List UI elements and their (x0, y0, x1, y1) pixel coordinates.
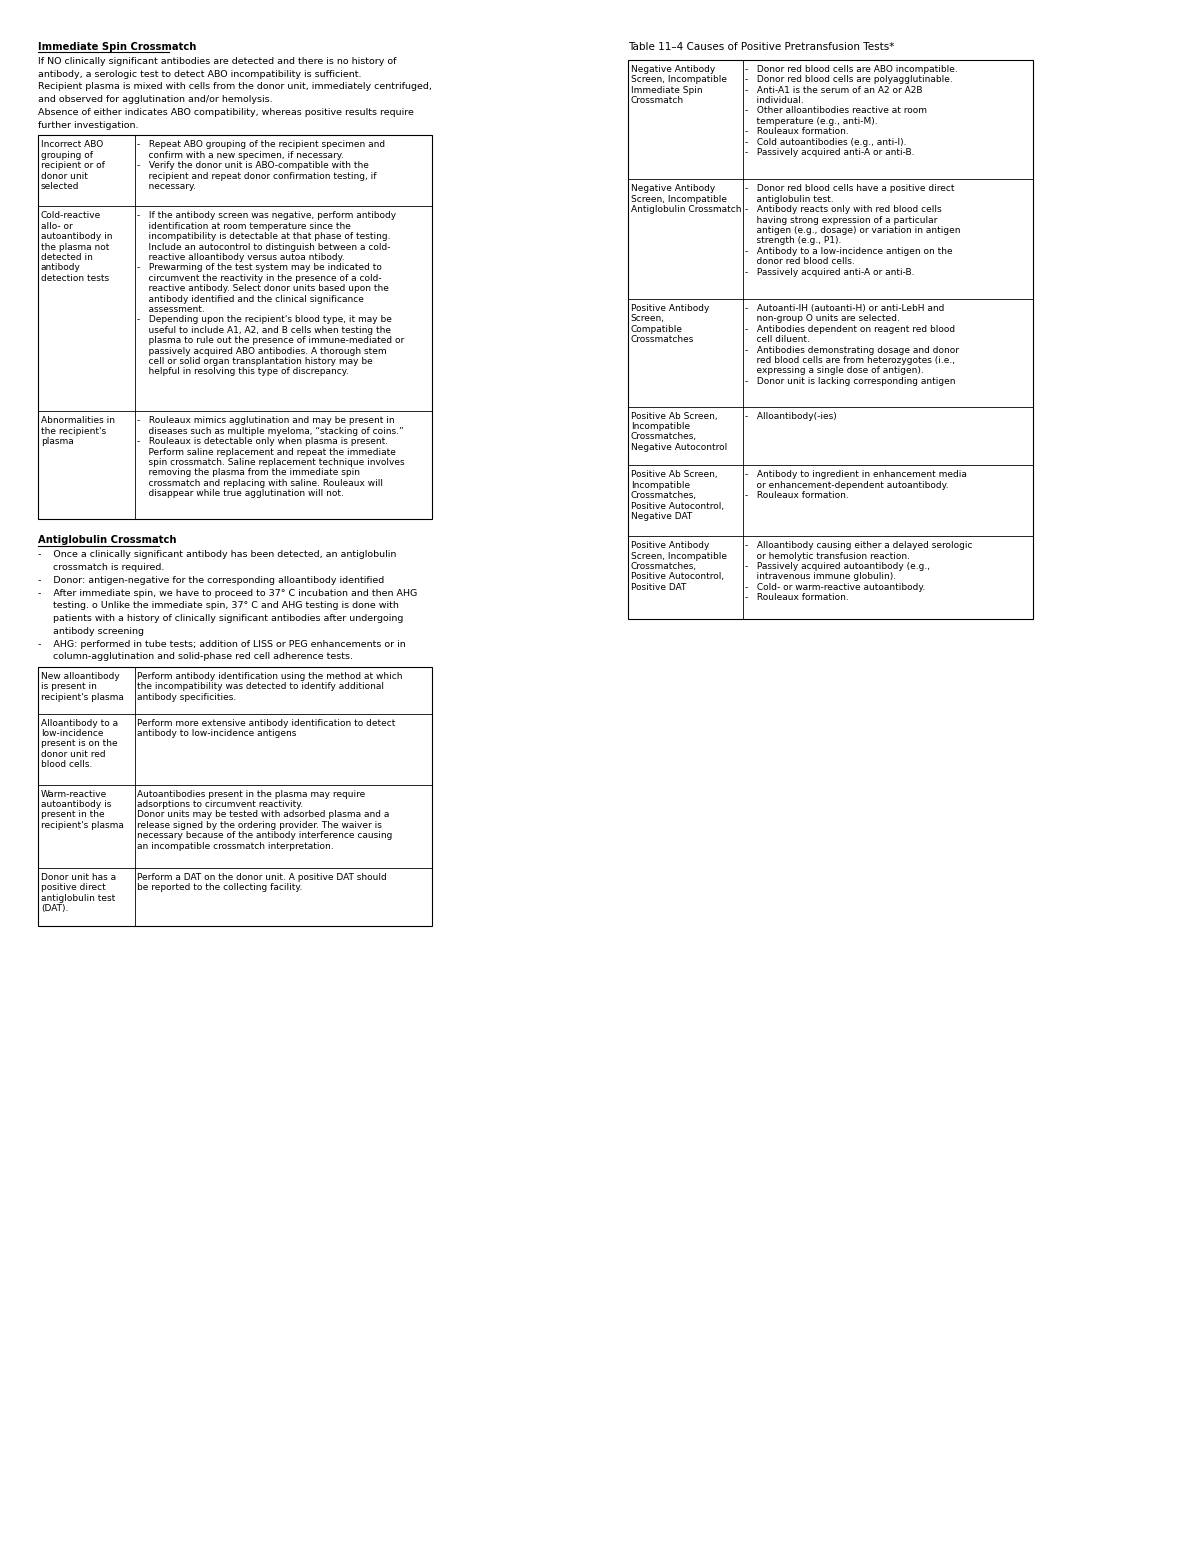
Text: -    AHG: performed in tube tests; addition of LISS or PEG enhancements or in: - AHG: performed in tube tests; addition… (38, 640, 406, 649)
Text: Donor unit has a
positive direct
antiglobulin test
(DAT).: Donor unit has a positive direct antiglo… (41, 873, 116, 913)
Text: further investigation.: further investigation. (38, 121, 138, 130)
Text: -   Repeat ABO grouping of the recipient specimen and
    confirm with a new spe: - Repeat ABO grouping of the recipient s… (138, 140, 385, 191)
Text: Positive Antibody
Screen,
Compatible
Crossmatches: Positive Antibody Screen, Compatible Cro… (631, 304, 709, 345)
Text: Warm-reactive
autoantibody is
present in the
recipient's plasma: Warm-reactive autoantibody is present in… (41, 789, 124, 829)
Text: Positive Ab Screen,
Incompatible
Crossmatches,
Positive Autocontrol,
Negative DA: Positive Ab Screen, Incompatible Crossma… (631, 471, 724, 520)
Text: Perform more extensive antibody identification to detect
antibody to low-inciden: Perform more extensive antibody identifi… (138, 719, 396, 738)
Text: Perform antibody identification using the method at which
the incompatibility wa: Perform antibody identification using th… (138, 672, 403, 702)
Text: Negative Antibody
Screen, Incompatible
Immediate Spin
Crossmatch: Negative Antibody Screen, Incompatible I… (631, 65, 727, 106)
Text: Perform a DAT on the donor unit. A positive DAT should
be reported to the collec: Perform a DAT on the donor unit. A posit… (138, 873, 388, 891)
Text: antibody screening: antibody screening (38, 627, 144, 635)
Text: Positive Antibody
Screen, Incompatible
Crossmatches,
Positive Autocontrol,
Posit: Positive Antibody Screen, Incompatible C… (631, 542, 727, 592)
Text: -   Donor red blood cells have a positive direct
    antiglobulin test.
-   Anti: - Donor red blood cells have a positive … (745, 185, 961, 276)
Text: column-agglutination and solid-phase red cell adherence tests.: column-agglutination and solid-phase red… (38, 652, 353, 662)
Text: Incorrect ABO
grouping of
recipient or of
donor unit
selected: Incorrect ABO grouping of recipient or o… (41, 140, 104, 191)
Text: -    Donor: antigen-negative for the corresponding alloantibody identified: - Donor: antigen-negative for the corres… (38, 576, 384, 585)
Text: Absence of either indicates ABO compatibility, whereas positive results require: Absence of either indicates ABO compatib… (38, 109, 414, 116)
Text: testing. o Unlike the immediate spin, 37° C and AHG testing is done with: testing. o Unlike the immediate spin, 37… (38, 601, 398, 610)
Text: -   Alloantibody causing either a delayed serologic
    or hemolytic transfusion: - Alloantibody causing either a delayed … (745, 542, 973, 603)
Text: -   Rouleaux mimics agglutination and may be present in
    diseases such as mul: - Rouleaux mimics agglutination and may … (138, 416, 406, 499)
Text: Immediate Spin Crossmatch: Immediate Spin Crossmatch (38, 42, 197, 51)
Text: -    Once a clinically significant antibody has been detected, an antiglobulin: - Once a clinically significant antibody… (38, 550, 396, 559)
Text: Table 11–4 Causes of Positive Pretransfusion Tests*: Table 11–4 Causes of Positive Pretransfu… (628, 42, 894, 51)
Text: Positive Ab Screen,
Incompatible
Crossmatches,
Negative Autocontrol: Positive Ab Screen, Incompatible Crossma… (631, 412, 727, 452)
Text: -   If the antibody screen was negative, perform antibody
    identification at : - If the antibody screen was negative, p… (138, 211, 404, 376)
Text: patients with a history of clinically significant antibodies after undergoing: patients with a history of clinically si… (38, 613, 403, 623)
Text: If NO clinically significant antibodies are detected and there is no history of: If NO clinically significant antibodies … (38, 57, 396, 65)
Text: and observed for agglutination and/or hemolysis.: and observed for agglutination and/or he… (38, 95, 272, 104)
Text: Cold-reactive
allo- or
autoantibody in
the plasma not
detected in
antibody
detec: Cold-reactive allo- or autoantibody in t… (41, 211, 113, 283)
Text: Antiglobulin Crossmatch: Antiglobulin Crossmatch (38, 536, 176, 545)
Text: Alloantibody to a
low-incidence
present is on the
donor unit red
blood cells.: Alloantibody to a low-incidence present … (41, 719, 118, 769)
Text: -   Antibody to ingredient in enhancement media
    or enhancement-dependent aut: - Antibody to ingredient in enhancement … (745, 471, 967, 500)
Text: -    After immediate spin, we have to proceed to 37° C incubation and then AHG: - After immediate spin, we have to proce… (38, 589, 418, 598)
Bar (38, 135, 432, 519)
Text: -   Alloantibody(-ies): - Alloantibody(-ies) (745, 412, 838, 421)
Text: -   Donor red blood cells are ABO incompatible.
-   Donor red blood cells are po: - Donor red blood cells are ABO incompat… (745, 65, 958, 157)
Text: New alloantibody
is present in
recipient's plasma: New alloantibody is present in recipient… (41, 672, 124, 702)
Text: Negative Antibody
Screen, Incompatible
Antiglobulin Crossmatch: Negative Antibody Screen, Incompatible A… (631, 185, 742, 214)
Bar (38, 668, 432, 927)
Text: crossmatch is required.: crossmatch is required. (38, 564, 164, 572)
Bar (628, 59, 1033, 620)
Text: Recipient plasma is mixed with cells from the donor unit, immediately centrifuge: Recipient plasma is mixed with cells fro… (38, 82, 432, 92)
Text: Autoantibodies present in the plasma may require
adsorptions to circumvent react: Autoantibodies present in the plasma may… (138, 789, 392, 851)
Text: antibody, a serologic test to detect ABO incompatibility is sufficient.: antibody, a serologic test to detect ABO… (38, 70, 361, 79)
Text: -   Autoanti-IH (autoanti-H) or anti-LebH and
    non-group O units are selected: - Autoanti-IH (autoanti-H) or anti-LebH … (745, 304, 960, 385)
Text: Abnormalities in
the recipient's
plasma: Abnormalities in the recipient's plasma (41, 416, 115, 446)
